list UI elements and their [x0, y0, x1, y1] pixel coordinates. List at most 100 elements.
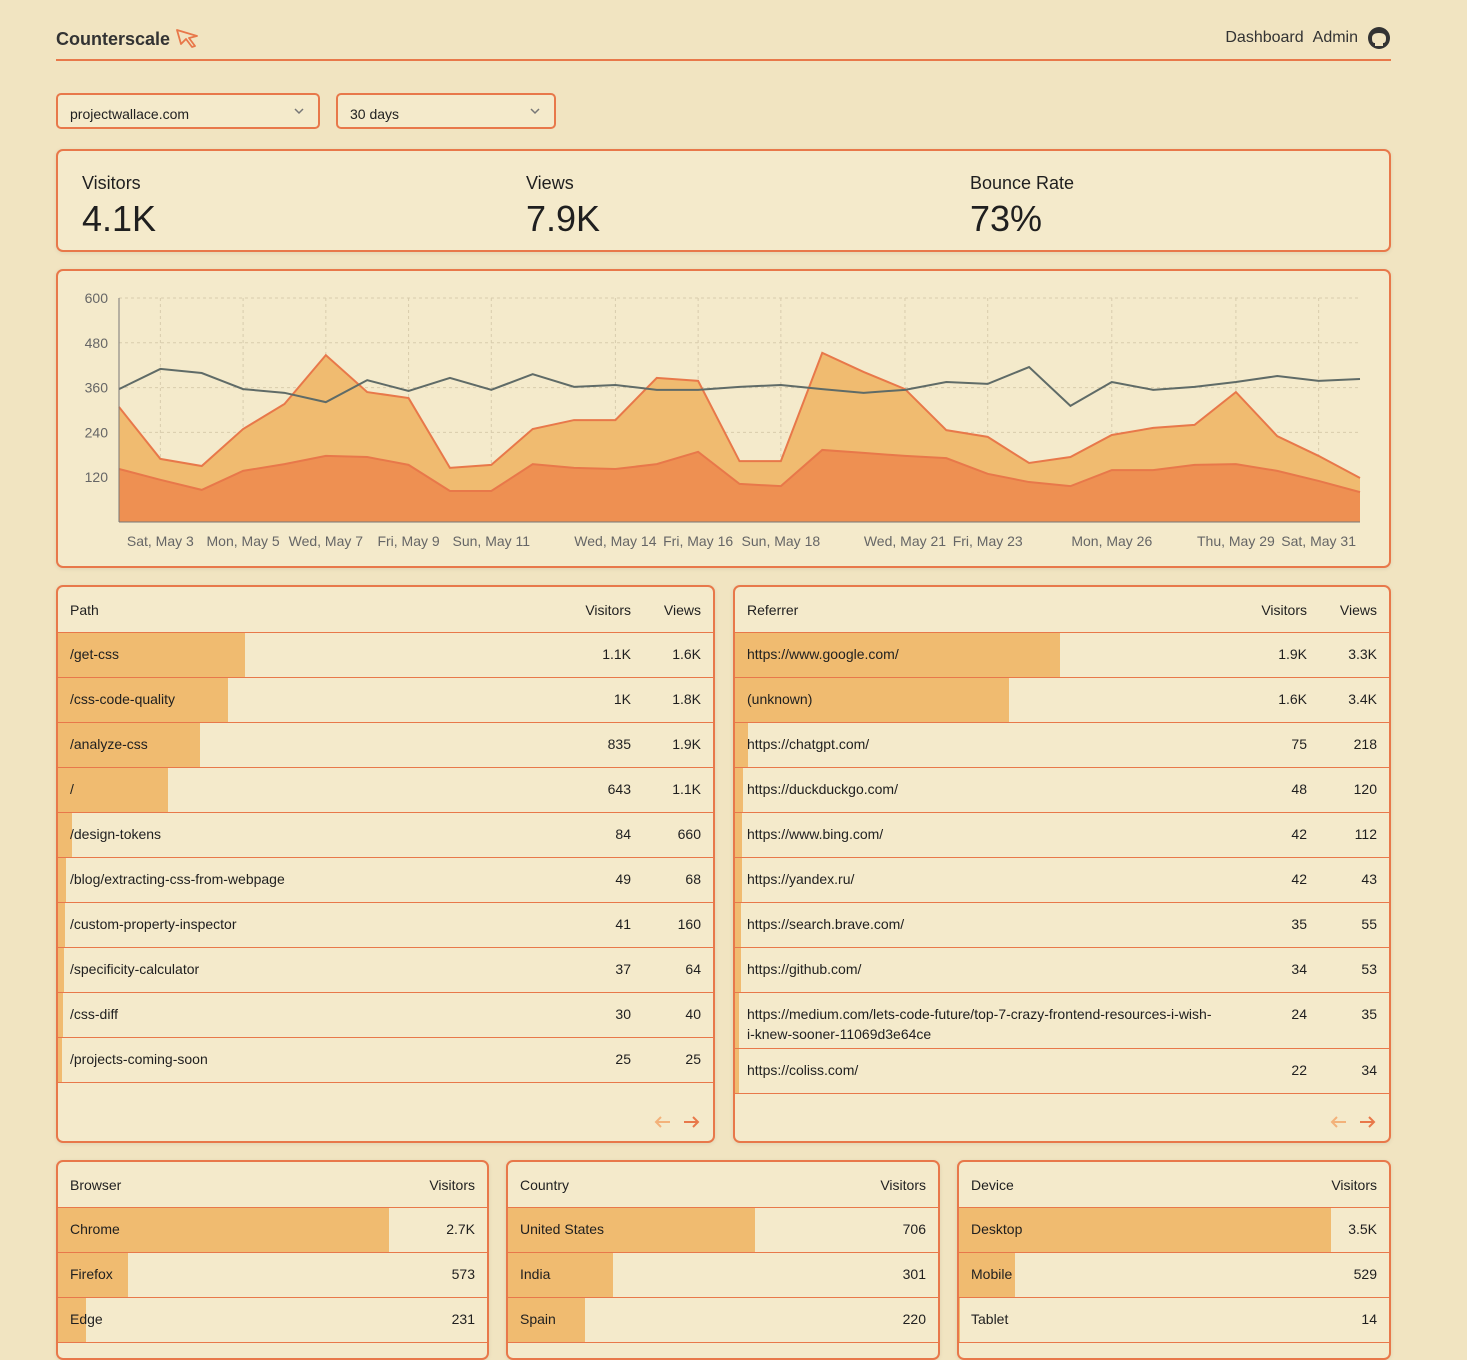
table-row: https://medium.com/lets-code-future/top-… — [735, 993, 1389, 1049]
select-value: 30 days — [350, 106, 400, 122]
views-value: 120 — [1353, 781, 1377, 797]
row-label[interactable]: https://search.brave.com/ — [747, 916, 905, 932]
visitors-value: 835 — [607, 736, 631, 752]
row-label[interactable]: Spain — [520, 1311, 556, 1327]
arrow-icon — [654, 1116, 670, 1128]
row-label[interactable]: /analyze-css — [70, 736, 148, 752]
nav-link[interactable]: Admin — [1312, 29, 1358, 46]
views-value: 3.4K — [1348, 691, 1377, 707]
row-label[interactable]: Edge — [70, 1311, 103, 1327]
visitors-value: 35 — [1291, 916, 1307, 932]
chart-card: 120 240 360 480 600 Sat, May 3 Mon, May 5 Wed, … — [56, 269, 1391, 568]
row-label[interactable]: /css-diff — [70, 1006, 118, 1022]
table-row: United States 706 — [508, 1208, 938, 1253]
row-label[interactable]: /get-css — [70, 646, 120, 662]
pager — [653, 1113, 701, 1131]
row-label[interactable]: https://coliss.com/ — [747, 1062, 859, 1078]
y-tick-label: 360 — [85, 380, 109, 396]
stat: Bounce Rate 73% — [970, 173, 1074, 240]
table-header: Browser Visitors — [58, 1162, 487, 1208]
table-row: https://chatgpt.com/75 218 — [735, 723, 1389, 768]
x-tick-label: Mon, May 5 — [207, 533, 280, 549]
table-row: (unknown) 1.6K 3.4K — [735, 678, 1389, 723]
bar — [735, 768, 744, 812]
row-label[interactable]: /blog/extracting-css-from-webpage — [70, 871, 285, 887]
pager-arrow[interactable] — [1329, 1113, 1347, 1131]
pager-arrow[interactable] — [683, 1113, 701, 1131]
header: Counterscale Dashboard Admin — [56, 20, 1391, 61]
bar — [58, 768, 168, 812]
row-label[interactable]: / — [70, 781, 74, 797]
visitors-value: 42 — [1291, 871, 1307, 887]
column-header: Country — [520, 1177, 570, 1193]
row-label[interactable]: India — [520, 1266, 551, 1282]
visitors-value: 3.5K — [1348, 1221, 1377, 1237]
row-label[interactable]: Tablet — [971, 1311, 1009, 1327]
site-select[interactable]: projectwallace.com — [56, 93, 320, 129]
row-label[interactable]: https://medium.com/lets-code-future/top-… — [747, 1006, 1212, 1042]
column-header: Visitors — [585, 602, 631, 618]
row-label[interactable]: /css-code-quality — [70, 691, 176, 707]
row-label[interactable]: /projects-coming-soon — [70, 1051, 208, 1067]
visitors-value: 41 — [615, 916, 631, 932]
views-value: 25 — [685, 1051, 701, 1067]
github-icon[interactable] — [1367, 26, 1391, 50]
visitors-value: 573 — [451, 1266, 475, 1282]
row-label[interactable]: https://www.bing.com/ — [747, 826, 884, 842]
views-value: 1.6K — [672, 646, 701, 662]
table-row: /css-code-quality 1K 1.8K — [58, 678, 713, 723]
visitors-value: 2.7K — [446, 1221, 475, 1237]
table-row: https://yandex.ru/42 43 — [735, 858, 1389, 903]
views-value: 43 — [1361, 871, 1377, 887]
views-value: 68 — [685, 871, 701, 887]
table-row: https://www.bing.com/42 112 — [735, 813, 1389, 858]
row-label[interactable]: https://chatgpt.com/ — [747, 736, 870, 752]
row-label[interactable]: /specificity-calculator — [70, 961, 200, 977]
logo — [176, 29, 198, 48]
row-label[interactable]: United States — [520, 1221, 605, 1237]
x-tick-label: Mon, May 26 — [1071, 533, 1152, 549]
stat-value: 4.1K — [82, 198, 157, 239]
brand-name[interactable]: Counterscale — [56, 29, 171, 49]
visitors-value: 24 — [1291, 1006, 1307, 1022]
visitors-value: 1.1K — [602, 646, 631, 662]
line — [118, 365, 1361, 408]
visitors-value: 231 — [451, 1311, 475, 1327]
row-label[interactable]: Chrome — [70, 1221, 120, 1237]
row-label[interactable]: /design-tokens — [70, 826, 162, 842]
row-label[interactable]: https://github.com/ — [747, 961, 862, 977]
pager-arrow[interactable] — [653, 1113, 671, 1131]
arrow-icon — [1360, 1116, 1376, 1128]
row-label[interactable]: https://duckduckgo.com/ — [747, 781, 898, 797]
row-label[interactable]: Firefox — [70, 1266, 113, 1282]
table-row: /custom-property-inspector 41 160 — [58, 903, 713, 948]
visitors-value: 75 — [1291, 736, 1307, 752]
table-header: Country Visitors — [508, 1162, 938, 1208]
pager-arrow[interactable] — [1359, 1113, 1377, 1131]
views-value: 1.1K — [672, 781, 701, 797]
table-row: Spain 220 — [508, 1298, 938, 1343]
visitors-value: 30 — [615, 1006, 631, 1022]
views-value: 160 — [677, 916, 701, 932]
visitors-value: 42 — [1291, 826, 1307, 842]
row-label[interactable]: (unknown) — [747, 691, 813, 707]
nav-link[interactable]: Dashboard — [1225, 29, 1304, 46]
table-row: Edge 231 — [58, 1298, 487, 1343]
column-header: Visitors — [1331, 1177, 1377, 1193]
bar — [58, 813, 73, 857]
views-value: 55 — [1361, 916, 1377, 932]
area-line — [118, 448, 1361, 494]
visitors-value: 34 — [1291, 961, 1307, 977]
table-row: / 643 1.1K — [58, 768, 713, 813]
row-label[interactable]: Desktop — [971, 1221, 1023, 1237]
page: Counterscale Dashboard Admin projectwall… — [56, 20, 1391, 1360]
range-select[interactable]: 30 days — [336, 93, 556, 129]
row-label[interactable]: Mobile — [971, 1266, 1013, 1282]
bar — [735, 1049, 739, 1093]
row-label[interactable]: https://yandex.ru/ — [747, 871, 855, 887]
brand[interactable]: Counterscale — [56, 28, 201, 50]
row-label[interactable]: https://www.google.com/ — [747, 646, 899, 662]
bar — [58, 1038, 63, 1082]
row-label[interactable]: /custom-property-inspector — [70, 916, 237, 932]
stat-label: Visitors — [82, 173, 141, 193]
